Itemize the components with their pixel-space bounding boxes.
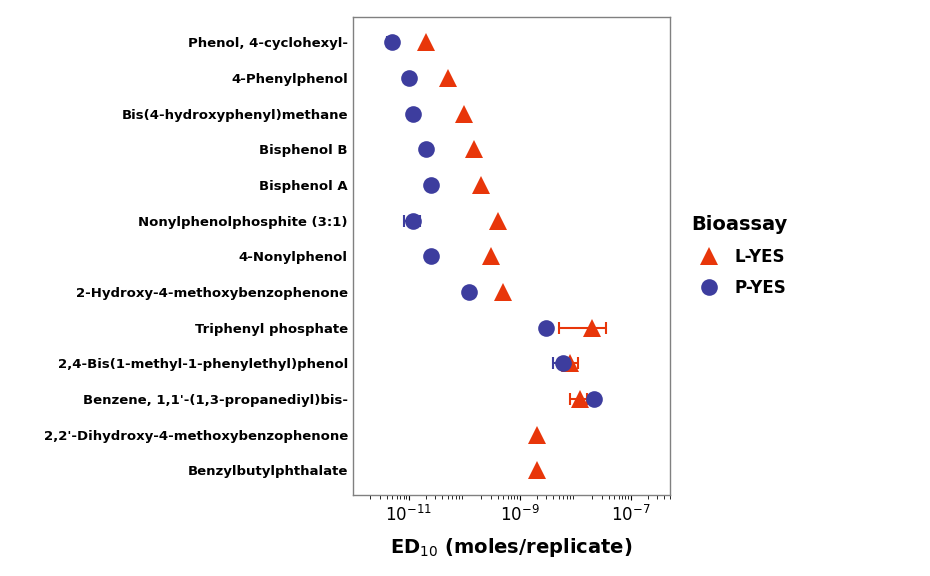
Legend: L-YES, P-YES: L-YES, P-YES: [684, 209, 794, 304]
X-axis label: ED$_{10}$ (moles/replicate): ED$_{10}$ (moles/replicate): [391, 536, 632, 559]
